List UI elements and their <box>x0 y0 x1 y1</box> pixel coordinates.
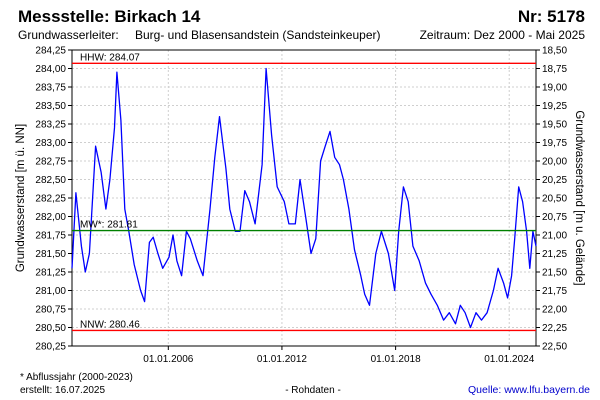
y-tick-label: 282,00 <box>35 212 66 223</box>
y-tick-label: 282,50 <box>35 175 66 186</box>
y-tick-label: 280,75 <box>35 305 66 316</box>
x-tick-label: 01.01.2006 <box>143 354 193 365</box>
y2-tick-label: 21,25 <box>542 249 567 260</box>
y-tick-label: 281,75 <box>35 231 66 242</box>
series-group <box>71 67 537 329</box>
y2-tick-label: 19,00 <box>542 83 567 94</box>
y2-tick-label: 18,75 <box>542 64 567 75</box>
source-link[interactable]: Quelle: www.lfu.bayern.de <box>468 384 590 396</box>
y2-tick-label: 20,75 <box>542 212 567 223</box>
y-axis-ticks: 280,25 280,50 280,75 281,00 281,25 281,50 281,… <box>35 46 72 353</box>
y2-tick-label: 22,50 <box>542 342 567 353</box>
y-tick-label: 282,25 <box>35 194 66 205</box>
y-tick-label: 283,25 <box>35 120 66 131</box>
y2-tick-label: 22,25 <box>542 323 567 334</box>
created-date: erstellt: 16.07.2025 <box>20 385 105 396</box>
chart-title: Messstelle: Birkach 14 <box>18 7 201 26</box>
reference-lines: HHW: 284.07 MW*: 281.81 NNW: 280.46 <box>72 52 536 332</box>
y-tick-label: 283,50 <box>35 101 66 112</box>
y2-tick-label: 18,50 <box>542 46 567 57</box>
x-tick-label: 01.01.2012 <box>257 354 307 365</box>
reference-line-label: NNW: 280.46 <box>80 319 140 330</box>
y-tick-label: 284,00 <box>35 64 66 75</box>
y-tick-label: 282,75 <box>35 157 66 168</box>
y2-tick-label: 20,00 <box>542 157 567 168</box>
y-tick-label: 283,00 <box>35 138 66 149</box>
rawdata-label: - Rohdaten - <box>285 385 341 396</box>
y-axis-label: Grundwasserstand [m ü. NN] <box>15 124 27 272</box>
period-label: Zeitraum: Dez 2000 - Mai 2025 <box>420 28 586 42</box>
y-tick-label: 281,00 <box>35 286 66 297</box>
y2-tick-label: 21,00 <box>542 231 567 242</box>
y-tick-label: 281,25 <box>35 268 66 279</box>
grid-lines <box>72 50 536 346</box>
y2-axis-ticks: 22,50 22,25 22,00 21,75 21,50 21,25 21,00 20,75… <box>536 46 567 353</box>
footnote: * Abflussjahr (2000-2023) <box>20 372 133 383</box>
y2-tick-label: 21,50 <box>542 268 567 279</box>
reference-line-label: MW*: 281.81 <box>80 220 138 231</box>
y2-axis-label: Grundwasserstand [m u. Gelände] <box>573 110 585 285</box>
y-tick-label: 281,50 <box>35 249 66 260</box>
station-number: Nr: 5178 <box>518 7 585 26</box>
y2-tick-label: 21,75 <box>542 286 567 297</box>
y2-tick-label: 19,25 <box>542 101 567 112</box>
y2-tick-label: 19,50 <box>542 120 567 131</box>
y2-tick-label: 20,50 <box>542 194 567 205</box>
aquifer-value: Burg- und Blasensandstein (Sandsteinkeup… <box>135 28 380 42</box>
y-tick-label: 280,25 <box>35 342 66 353</box>
y-tick-label: 280,50 <box>35 323 66 334</box>
series-line <box>71 67 537 329</box>
y2-tick-label: 19,75 <box>542 138 567 149</box>
y-tick-label: 283,75 <box>35 83 66 94</box>
y2-tick-label: 20,25 <box>542 175 567 186</box>
reference-line-label: HHW: 284.07 <box>80 52 140 63</box>
x-tick-label: 01.01.2018 <box>371 354 421 365</box>
x-tick-label: 01.01.2024 <box>484 354 534 365</box>
aquifer-label: Grundwasserleiter: <box>18 28 119 42</box>
x-axis-ticks: 01.01.2006 01.01.2012 01.01.2018 01.01.2024 <box>143 346 535 365</box>
y-tick-label: 284,25 <box>35 46 66 57</box>
y2-tick-label: 22,00 <box>542 305 567 316</box>
